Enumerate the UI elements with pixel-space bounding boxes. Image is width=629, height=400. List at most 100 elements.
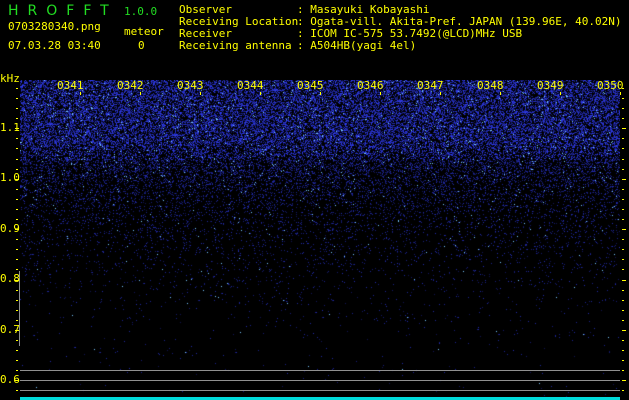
freq-tick: [16, 159, 18, 160]
freq-tick: [622, 199, 624, 200]
freq-tick: [16, 310, 18, 311]
freq-tick: [622, 219, 624, 220]
freq-tick: [15, 280, 19, 281]
info-label: Receiver: [179, 27, 232, 40]
freq-tick: [16, 138, 18, 139]
freq-tick: [16, 98, 18, 99]
freq-tick: [16, 360, 18, 361]
freq-tick: [622, 229, 626, 230]
freq-tick: [622, 259, 624, 260]
freq-tick: [16, 259, 18, 260]
freq-tick: [622, 239, 624, 240]
freq-tick: [622, 148, 624, 149]
freq-tick: [622, 138, 624, 139]
freq-tick: [622, 300, 624, 301]
freq-tick: [622, 360, 624, 361]
freq-tick: [16, 320, 18, 321]
freq-tick: [16, 118, 18, 119]
freq-tick: [16, 300, 18, 301]
freq-tick: [622, 159, 624, 160]
spectrogram: [20, 80, 620, 398]
info-value: : Ogata-vill. Akita-Pref. JAPAN (139.96E…: [297, 15, 622, 28]
freq-tick: [16, 340, 18, 341]
reference-line: [20, 380, 620, 381]
freq-tick: [16, 209, 18, 210]
freq-tick: [622, 350, 624, 351]
freq-tick: [622, 330, 626, 331]
time-label: 0350: [597, 79, 624, 92]
freq-tick: [622, 370, 624, 371]
freq-tick: [16, 390, 18, 391]
freq-tick: [622, 269, 624, 270]
freq-tick: [15, 380, 19, 381]
freq-tick: [622, 320, 624, 321]
freq-tick: [622, 189, 624, 190]
freq-tick: [16, 219, 18, 220]
app-version: 1.0.0: [124, 5, 158, 18]
freq-label: 1.1: [0, 121, 20, 134]
time-label: 0347: [417, 79, 444, 92]
freq-tick: [622, 108, 624, 109]
freq-tick: [16, 290, 18, 291]
detection-bar: [20, 397, 620, 400]
freq-tick: [16, 169, 18, 170]
time-tick: [140, 92, 141, 95]
freq-label: 0.9: [0, 221, 20, 235]
reference-line: [20, 390, 620, 391]
time-tick: [200, 92, 201, 95]
freq-tick: [622, 380, 626, 381]
freq-tick: [622, 390, 624, 391]
meteor-count: 0: [138, 39, 145, 52]
freq-tick: [622, 98, 624, 99]
time-label: 0346: [357, 79, 384, 92]
freq-tick: [15, 229, 19, 230]
freq-tick: [622, 280, 626, 281]
time-label: 0348: [477, 79, 504, 92]
time-label: 0341: [57, 79, 84, 92]
freq-tick: [622, 128, 626, 129]
unit-label: kHz: [0, 72, 20, 85]
freq-label: 0.8: [0, 272, 20, 286]
time-tick: [500, 92, 501, 95]
time-label: 0349: [537, 79, 564, 92]
freq-tick: [622, 169, 624, 170]
info-label: Receiving antenna: [179, 39, 292, 52]
freq-tick: [622, 179, 626, 180]
freq-tick: [16, 269, 18, 270]
freq-tick: [622, 209, 624, 210]
freq-tick: [16, 370, 18, 371]
file-name: 0703280340.png: [8, 20, 101, 33]
freq-tick: [622, 340, 624, 341]
time-tick: [260, 92, 261, 95]
freq-tick: [15, 179, 19, 180]
time-label: 0344: [237, 79, 264, 92]
freq-tick: [16, 199, 18, 200]
time-tick: [80, 92, 81, 95]
freq-tick: [622, 88, 624, 89]
app-title: HROFFT: [8, 3, 118, 19]
freq-tick: [16, 88, 18, 89]
info-label: Receiving Location: [179, 15, 299, 28]
info-value: : Masayuki Kobayashi: [297, 3, 430, 16]
freq-tick: [622, 118, 624, 119]
time-label: 0343: [177, 79, 204, 92]
time-tick: [440, 92, 441, 95]
time-label: 0342: [117, 79, 144, 92]
meteor-label: meteor: [124, 25, 164, 38]
time-tick: [320, 92, 321, 95]
time-tick: [380, 92, 381, 95]
marker-line: [19, 271, 20, 346]
freq-tick: [16, 350, 18, 351]
freq-tick: [622, 249, 624, 250]
freq-tick: [16, 239, 18, 240]
time-label: 0345: [297, 79, 324, 92]
reference-line: [20, 370, 620, 371]
freq-tick: [16, 249, 18, 250]
freq-label: 0.7: [0, 322, 20, 336]
freq-tick: [16, 189, 18, 190]
freq-tick: [16, 108, 18, 109]
file-datetime: 07.03.28 03:40: [8, 39, 101, 52]
info-value: : A504HB(yagi 4el): [297, 39, 417, 52]
freq-label: 0.6: [0, 373, 20, 386]
freq-tick: [16, 148, 18, 149]
